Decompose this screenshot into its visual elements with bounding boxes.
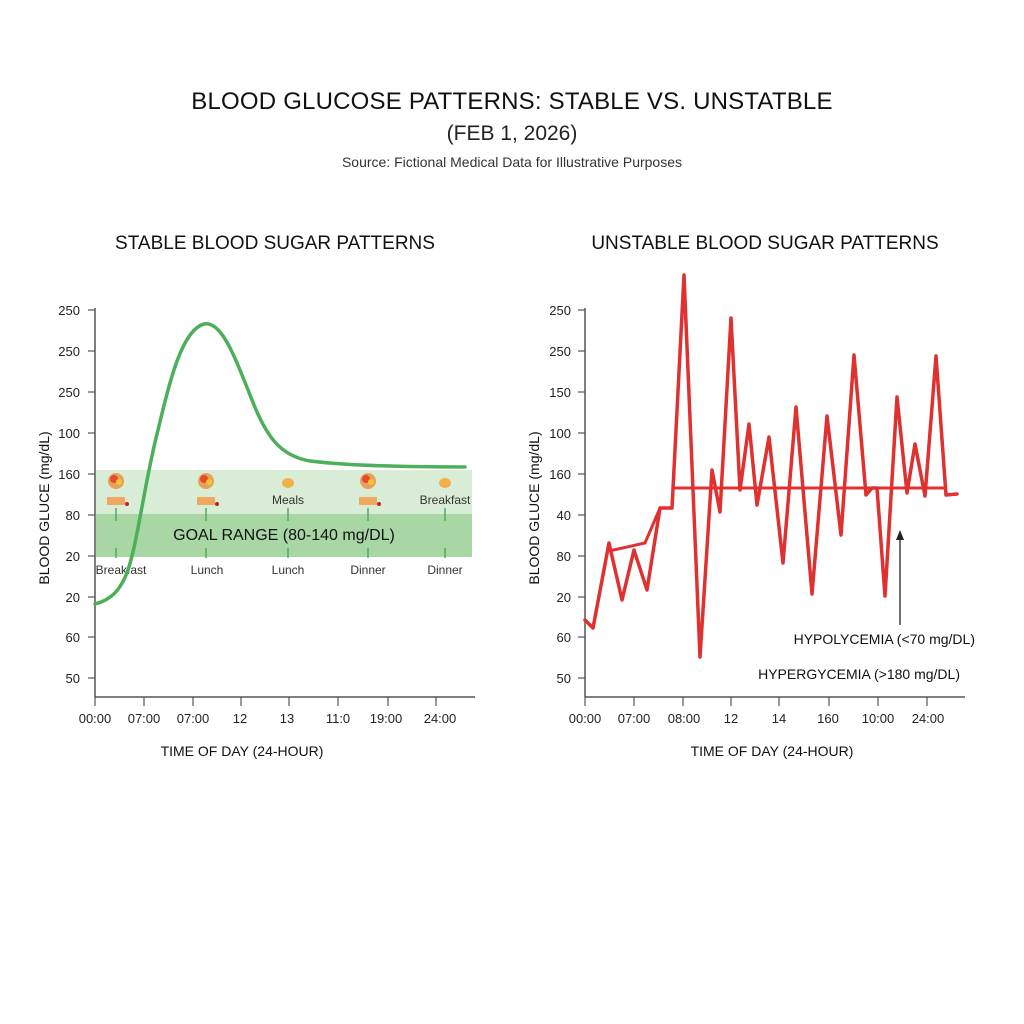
- x-tick-label: 08:00: [668, 711, 701, 726]
- y-tick-label: 160: [549, 467, 571, 482]
- meal-band: [96, 470, 472, 514]
- meal-bottom-label: Lunch: [272, 563, 305, 577]
- y-tick-label: 40: [557, 508, 571, 523]
- x-tick-label: 12: [233, 711, 247, 726]
- x-tick-label: 14: [772, 711, 786, 726]
- goal-range-label: GOAL RANGE (80-140 mg/DL): [173, 527, 395, 544]
- right-chart-title: UNSTABLE BLOOD SUGAR PATTERNS: [591, 233, 939, 254]
- meal-bottom-label: Lunch: [191, 563, 224, 577]
- x-tick-label: 07:00: [128, 711, 161, 726]
- meal-top-label: Breakfast: [420, 493, 471, 507]
- y-tick-label: 20: [66, 549, 80, 564]
- y-tick-label: 50: [66, 671, 80, 686]
- goal-range-band: [96, 514, 472, 557]
- y-tick-label: 250: [58, 344, 80, 359]
- y-tick-label: 100: [58, 426, 80, 441]
- y-tick-label: 80: [66, 508, 80, 523]
- x-tick-label: 11:0: [326, 711, 350, 726]
- meal-top-label: Meals: [272, 493, 304, 507]
- right-y-axis-title: BLOOD GLUCE (mg/dL): [526, 431, 542, 584]
- y-tick-label: 100: [549, 426, 571, 441]
- y-tick-label: 250: [549, 344, 571, 359]
- left-x-axis-title: TIME OF DAY (24-HOUR): [161, 743, 324, 759]
- y-tick-label: 250: [58, 385, 80, 400]
- right-chart: 250 250 150 100 160 40 80 20 60 50 00:00…: [526, 273, 975, 759]
- x-tick-label: 07:00: [177, 711, 210, 726]
- meal-icon-bread: [282, 478, 294, 558]
- meal-bottom-label: Dinner: [427, 563, 462, 577]
- x-tick-label: 160: [817, 711, 839, 726]
- y-tick-label: 160: [58, 467, 80, 482]
- arrow-up-icon: [896, 530, 904, 540]
- meal-bottom-label: Dinner: [350, 563, 385, 577]
- x-tick-label: 19:00: [370, 711, 403, 726]
- meal-markers: [107, 473, 451, 558]
- x-tick-label: 00:00: [79, 711, 112, 726]
- x-tick-label: 07:00: [618, 711, 651, 726]
- y-tick-label: 150: [549, 385, 571, 400]
- x-tick-label: 12: [724, 711, 738, 726]
- y-tick-label: 250: [58, 303, 80, 318]
- page-subtitle-date: (FEB 1, 2026): [446, 122, 578, 145]
- x-tick-label: 13: [280, 711, 294, 726]
- meal-icon-bread: [439, 478, 451, 558]
- meal-icon-salad: [107, 473, 129, 558]
- y-tick-label: 20: [66, 590, 80, 605]
- y-tick-label: 80: [557, 549, 571, 564]
- unstable-reference-segment: [608, 507, 662, 553]
- y-tick-label: 20: [557, 590, 571, 605]
- source-note: Source: Fictional Medical Data for Illus…: [341, 154, 683, 170]
- y-tick-label: 60: [557, 630, 571, 645]
- left-y-axis-title: BLOOD GLUCE (mg/dL): [36, 431, 52, 584]
- x-tick-label: 24:00: [912, 711, 945, 726]
- y-tick-label: 60: [66, 630, 80, 645]
- page-title: BLOOD GLUCOSE PATTERNS: STABLE VS. UNSTA…: [191, 88, 833, 115]
- x-tick-label: 10:00: [862, 711, 895, 726]
- left-chart-title: STABLE BLOOD SUGAR PATTERNS: [115, 233, 435, 254]
- meal-icon-salad: [197, 473, 219, 558]
- stable-glucose-line: [93, 322, 467, 606]
- right-x-axis-title: TIME OF DAY (24-HOUR): [691, 743, 854, 759]
- meal-bottom-label: Breakfast: [96, 563, 147, 577]
- y-tick-label: 50: [557, 671, 571, 686]
- hyperglycemia-label: HYPERGYCEMIA (>180 mg/DL): [758, 666, 960, 682]
- hypoglycemia-label: HYPOLYCEMIA (<70 mg/DL): [794, 631, 975, 647]
- x-tick-label: 00:00: [569, 711, 602, 726]
- left-chart: Meals Breakfast GOAL RANGE (80-140 mg/DL…: [36, 303, 475, 759]
- unstable-glucose-line: [583, 273, 959, 659]
- x-tick-label: 24:00: [424, 711, 457, 726]
- meal-icon-salad: [359, 473, 381, 558]
- y-tick-label: 250: [549, 303, 571, 318]
